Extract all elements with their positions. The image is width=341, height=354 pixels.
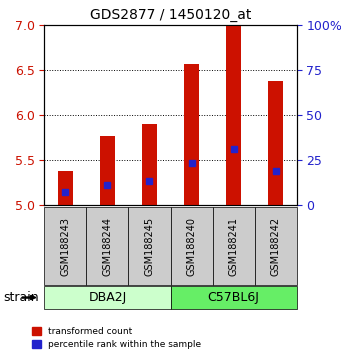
Text: strain: strain	[3, 291, 39, 304]
Title: GDS2877 / 1450120_at: GDS2877 / 1450120_at	[90, 8, 251, 22]
Bar	[226, 25, 241, 205]
Bar	[58, 171, 73, 205]
Text: GSM188242: GSM188242	[271, 216, 281, 276]
Text: GSM188244: GSM188244	[102, 217, 113, 275]
Bar	[142, 124, 157, 205]
Text: GSM188241: GSM188241	[228, 217, 239, 275]
Bar	[268, 81, 283, 205]
Bar	[184, 64, 199, 205]
Legend: transformed count, percentile rank within the sample: transformed count, percentile rank withi…	[32, 327, 201, 349]
Text: GSM188240: GSM188240	[187, 217, 196, 275]
Text: GSM188245: GSM188245	[145, 216, 154, 276]
Text: C57BL6J: C57BL6J	[208, 291, 260, 304]
Text: DBA2J: DBA2J	[88, 291, 127, 304]
Bar	[100, 136, 115, 205]
Text: GSM188243: GSM188243	[60, 217, 70, 275]
